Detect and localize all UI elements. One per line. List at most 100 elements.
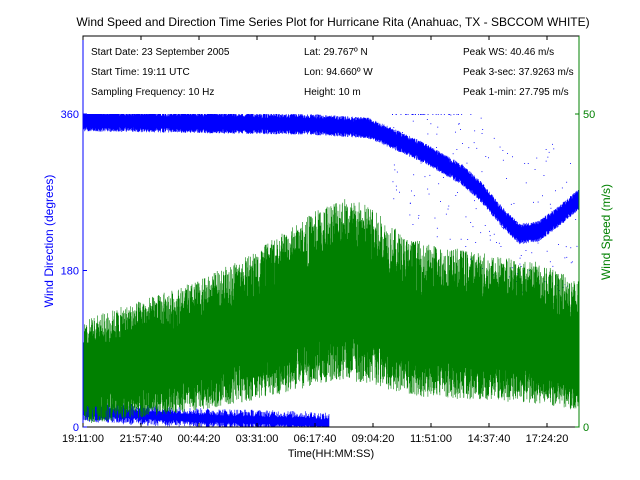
outlier-point <box>475 242 477 243</box>
outlier-point <box>496 242 497 243</box>
data-layer <box>82 114 580 427</box>
x-tick-label: 14:37:40 <box>468 433 511 445</box>
outlier-point <box>424 114 426 115</box>
outlier-point <box>488 157 489 159</box>
outlier-point <box>475 208 477 210</box>
outlier-point <box>465 216 467 218</box>
outlier-point <box>424 176 426 178</box>
chart-title: Wind Speed and Direction Time Series Plo… <box>76 15 589 29</box>
outlier-point <box>395 114 397 115</box>
outlier-point <box>458 123 460 125</box>
outlier-point <box>526 225 528 227</box>
outlier-point <box>547 156 549 158</box>
outlier-point <box>570 163 571 164</box>
outlier-point <box>466 162 468 164</box>
outlier-point <box>402 132 403 133</box>
outlier-point <box>443 171 445 172</box>
outlier-point <box>568 216 570 218</box>
x-axis-label: Time(HH:MM:SS) <box>288 448 374 460</box>
outlier-point <box>414 156 416 158</box>
outlier-point <box>392 181 394 183</box>
outlier-point <box>513 203 515 204</box>
right-axis-label: Wind Speed (m/s) <box>599 184 613 280</box>
outlier-point <box>427 114 429 115</box>
outlier-point <box>470 222 472 223</box>
outlier-point <box>412 224 414 225</box>
outlier-point <box>452 153 454 155</box>
outlier-point <box>474 200 475 202</box>
outlier-point <box>543 175 545 176</box>
outlier-point <box>440 201 441 202</box>
outlier-point <box>412 114 414 115</box>
outlier-point <box>395 185 397 187</box>
outlier-point <box>493 137 495 139</box>
outlier-point <box>468 147 470 149</box>
outlier-point <box>486 203 488 205</box>
outlier-point <box>470 114 472 115</box>
right-tick-label: 50 <box>583 109 595 121</box>
outlier-point <box>460 238 462 240</box>
outlier-point <box>474 130 476 132</box>
outlier-point <box>458 123 460 125</box>
outlier-point <box>552 143 553 145</box>
outlier-point <box>396 171 398 173</box>
x-tick-label: 00:44:20 <box>178 433 221 445</box>
outlier-point <box>392 114 393 115</box>
outlier-point <box>436 133 438 135</box>
outlier-point <box>399 147 401 149</box>
left-tick-label: 180 <box>61 266 79 278</box>
x-tick-label: 11:51:00 <box>410 433 452 445</box>
outlier-point <box>428 193 430 195</box>
outlier-point <box>411 114 413 115</box>
outlier-point <box>520 266 522 267</box>
outlier-point <box>571 261 573 263</box>
outlier-point <box>533 201 534 203</box>
outlier-point <box>489 235 491 237</box>
outlier-point <box>396 189 397 191</box>
outlier-point <box>566 256 568 258</box>
info-lat: Lat: 29.767º N <box>304 47 368 58</box>
outlier-point <box>526 228 527 230</box>
outlier-point <box>501 226 503 228</box>
outlier-point <box>577 197 579 199</box>
left-tick-label: 0 <box>73 422 79 434</box>
outlier-point <box>534 169 536 170</box>
outlier-point <box>416 157 418 159</box>
outlier-point <box>418 215 420 216</box>
outlier-point <box>566 181 568 183</box>
outlier-point <box>502 150 504 151</box>
outlier-point <box>536 157 538 159</box>
outlier-point <box>445 213 447 215</box>
outlier-point <box>399 191 400 193</box>
outlier-point <box>449 114 451 115</box>
outlier-point <box>436 147 437 148</box>
outlier-point <box>540 229 542 230</box>
outlier-point <box>402 142 404 144</box>
outlier-point <box>561 187 563 189</box>
outlier-point <box>461 114 463 115</box>
outlier-point <box>482 129 484 130</box>
outlier-point <box>407 114 409 115</box>
wind-speed-series-2 <box>82 199 580 423</box>
info-peak-3sec: Peak 3-sec: 37.9263 m/s <box>463 67 574 78</box>
outlier-point <box>436 227 438 229</box>
outlier-point <box>576 245 578 247</box>
outlier-point <box>424 147 426 149</box>
outlier-point <box>418 114 419 115</box>
info-peak-ws: Peak WS: 40.46 m/s <box>463 47 554 58</box>
info-height: Height: 10 m <box>304 87 361 98</box>
outlier-point <box>418 217 419 219</box>
outlier-point <box>430 123 432 125</box>
outlier-point <box>462 143 463 144</box>
outlier-point <box>519 263 521 265</box>
outlier-point <box>435 114 437 115</box>
outlier-point <box>427 133 429 135</box>
outlier-point <box>481 171 483 173</box>
outlier-point <box>485 156 487 157</box>
outlier-point <box>546 250 548 252</box>
outlier-point <box>470 258 471 260</box>
outlier-point <box>481 133 483 134</box>
outlier-point <box>552 265 554 267</box>
outlier-point <box>443 114 445 115</box>
outlier-point <box>548 151 550 153</box>
